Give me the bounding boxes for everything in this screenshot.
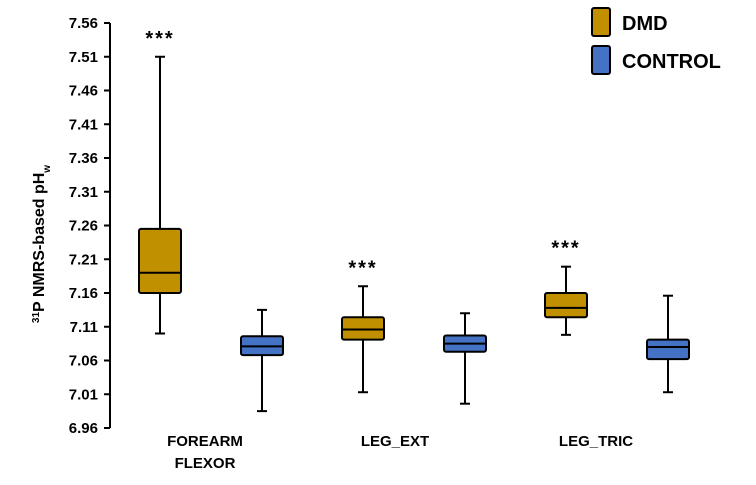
y-tick-label: 7.01 (69, 386, 98, 403)
category-label: FLEXOR (175, 455, 236, 472)
y-tick-label: 7.26 (69, 218, 98, 235)
legend-swatch-control (591, 45, 611, 75)
box-iqr (646, 338, 690, 361)
y-tick-label: 7.56 (69, 15, 98, 32)
box-plot-series (138, 55, 690, 413)
box-control-1 (240, 308, 284, 413)
legend: DMD CONTROL (591, 7, 721, 75)
y-tick-label: 6.96 (69, 420, 98, 437)
y-tick-label: 7.11 (70, 319, 98, 336)
box-iqr (341, 316, 385, 341)
y-tick-label: 7.21 (69, 251, 98, 268)
y-tick-label: 7.51 (69, 49, 98, 66)
y-axis: 6.96 7.01 7.06 7.11 7.16 7.21 7.26 7.31 7.36 7.41… (69, 15, 111, 437)
y-tick-label: 7.46 (69, 83, 98, 100)
y-tick-label: 7.36 (69, 150, 98, 167)
legend-swatch-dmd (591, 7, 611, 37)
y-axis-title: 31P NMRS-based pHw (31, 165, 53, 323)
category-labels: *** *** *** FOREARM FLEXOR LEG_EXT LEG_TRIC (145, 28, 633, 472)
y-tick-label: 7.06 (69, 353, 98, 370)
legend-label-dmd: DMD (622, 13, 668, 35)
category-label: FOREARM (167, 433, 243, 450)
significance-marker: *** (145, 28, 174, 50)
y-axis-title-subscript: w (42, 165, 53, 174)
y-axis-title-superscript: 31 (31, 312, 42, 324)
significance-marker: *** (348, 257, 377, 279)
legend-label-control: CONTROL (622, 51, 721, 73)
category-label: LEG_TRIC (559, 433, 633, 450)
y-axis-title-main: P NMRS-based pH (31, 173, 48, 312)
y-tick-label: 7.31 (69, 184, 98, 201)
significance-marker: *** (551, 238, 580, 260)
box-iqr (138, 227, 182, 294)
box-dmd-3 (544, 265, 588, 336)
box-dmd-1 (138, 55, 182, 335)
box-dmd-2 (341, 285, 385, 394)
box-iqr (544, 292, 588, 319)
box-control-3 (646, 294, 690, 394)
y-tick-label: 7.16 (69, 285, 98, 302)
category-label: LEG_EXT (361, 433, 429, 450)
box-control-2 (443, 312, 487, 405)
y-tick-label: 7.41 (69, 116, 98, 133)
